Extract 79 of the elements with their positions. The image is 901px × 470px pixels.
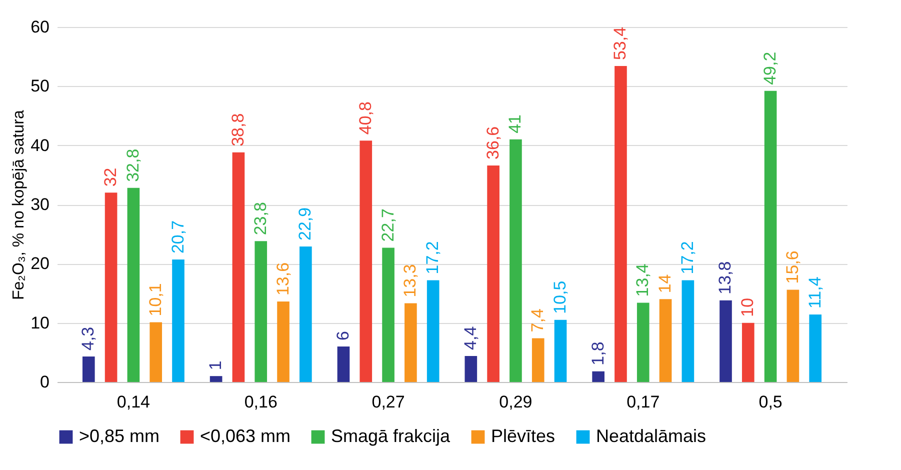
bar [210, 376, 222, 382]
legend-label: <0,063 mm [200, 426, 291, 446]
bar [382, 248, 394, 382]
bar [659, 299, 672, 382]
bar [337, 346, 350, 382]
legend-label: Plēvītes [491, 426, 556, 446]
data-label: 13,6 [273, 262, 292, 296]
x-tick-label: 0,5 [758, 392, 782, 412]
data-label: 49,2 [760, 52, 780, 85]
bar [764, 90, 777, 382]
data-label: 20,7 [168, 220, 188, 254]
bar [510, 139, 522, 382]
data-label: 1 [206, 360, 226, 370]
bar [809, 314, 822, 382]
data-label: 10,1 [146, 283, 165, 316]
y-tick-label: 10 [30, 313, 50, 332]
bar [636, 302, 650, 382]
bar [592, 371, 604, 382]
bar [127, 188, 140, 382]
bar [682, 280, 694, 382]
bar [82, 356, 95, 382]
data-label: 41 [506, 114, 525, 134]
bar [554, 320, 567, 382]
data-label: 14 [656, 274, 675, 294]
x-tick-label: 0,27 [372, 392, 405, 412]
data-label: 10 [738, 298, 758, 317]
data-label: 22,9 [296, 207, 315, 241]
data-label: 7,4 [528, 308, 548, 332]
data-label: 32 [101, 168, 120, 187]
data-label: 13,8 [716, 261, 735, 294]
y-tick-label: 40 [30, 136, 50, 155]
data-label: 11,4 [805, 276, 824, 309]
x-tick-label: 0,16 [244, 392, 278, 412]
y-tick-label: 50 [30, 76, 50, 96]
data-label: 10,5 [550, 280, 570, 314]
data-label: 40,8 [356, 102, 375, 135]
data-label: 36,6 [483, 126, 502, 160]
data-label: 22,7 [378, 208, 398, 242]
data-label: 15,6 [782, 250, 802, 284]
bar [404, 303, 417, 382]
legend-label: >0,85 mm [79, 426, 160, 446]
bar [360, 140, 372, 382]
data-label: 1,8 [588, 342, 608, 366]
data-label: 17,2 [423, 241, 442, 274]
x-tick-label: 0,14 [116, 392, 150, 412]
bar [254, 241, 268, 382]
bar [532, 338, 544, 382]
y-tick-label: 30 [30, 195, 50, 214]
bar [614, 66, 627, 382]
bar [742, 322, 754, 382]
bar [786, 290, 800, 382]
data-label: 53,4 [610, 26, 630, 60]
data-label: 13,4 [633, 264, 652, 297]
data-label: 38,8 [228, 113, 248, 146]
bar [464, 356, 478, 382]
data-label: 6 [333, 331, 352, 340]
bar [426, 280, 440, 382]
x-tick-label: 0,17 [626, 392, 660, 412]
bar [300, 246, 312, 382]
x-tick-label: 0,29 [499, 392, 532, 412]
data-label: 13,3 [400, 264, 420, 298]
bar [104, 192, 118, 382]
data-label: 23,8 [250, 202, 270, 236]
bar [277, 302, 290, 382]
bar [150, 322, 162, 382]
bar [720, 300, 732, 382]
bar [232, 152, 245, 382]
y-tick-label: 20 [30, 254, 50, 274]
y-tick-label: 60 [30, 18, 50, 36]
data-label: 32,8 [123, 148, 142, 182]
legend-label: Neatdalāmais [596, 426, 706, 446]
y-axis-title: Fe₂O₃, % no kopējā satura [10, 110, 28, 300]
bar [172, 260, 184, 382]
y-tick-label: 0 [40, 372, 50, 392]
bar [487, 165, 500, 382]
data-label: 4,4 [460, 326, 480, 350]
data-label: 4,3 [78, 326, 98, 351]
data-label: 17,2 [678, 241, 697, 274]
legend-label: Smagā frakcija [331, 426, 452, 446]
